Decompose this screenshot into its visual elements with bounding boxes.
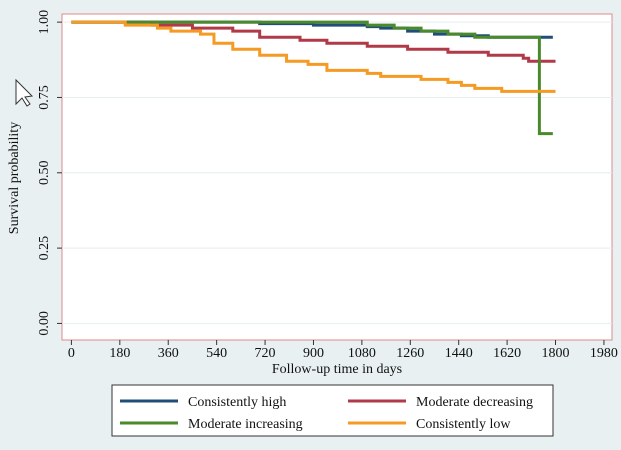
- x-tick-label: 540: [206, 346, 227, 361]
- plot-area: [61, 13, 613, 341]
- y-tick-label: 0.00: [37, 311, 52, 336]
- y-axis-label: Survival probability: [7, 122, 22, 234]
- legend-label: Consistently high: [188, 395, 286, 410]
- x-tick-label: 1440: [445, 346, 473, 361]
- x-tick-label: 0: [68, 346, 75, 361]
- survival-curve: [71, 20, 556, 63]
- x-tick-label: 720: [255, 346, 276, 361]
- legend-label: Moderate increasing: [188, 417, 303, 432]
- legend: [111, 384, 554, 437]
- x-tick-label: 1800: [542, 346, 570, 361]
- survival-curve: [71, 20, 556, 93]
- x-tick-label: 360: [158, 346, 179, 361]
- survival-curve: [71, 20, 553, 136]
- x-axis-label: Follow-up time in days: [272, 362, 402, 377]
- x-tick-label: 900: [303, 346, 324, 361]
- x-tick-label: 1980: [590, 346, 618, 361]
- y-tick-label: 1.00: [37, 10, 52, 34]
- y-tick-label: 0.75: [37, 85, 52, 110]
- y-tick-label: 0.25: [37, 236, 52, 260]
- legend-label: Consistently low: [416, 417, 511, 432]
- cursor-icon: [15, 78, 34, 107]
- x-tick-label: 180: [109, 346, 130, 361]
- x-tick-label: 1080: [348, 346, 376, 361]
- x-tick-label: 1620: [493, 346, 521, 361]
- y-tick-label: 0.50: [37, 161, 52, 186]
- legend-label: Moderate decreasing: [416, 395, 533, 410]
- x-tick-label: 1260: [396, 346, 424, 361]
